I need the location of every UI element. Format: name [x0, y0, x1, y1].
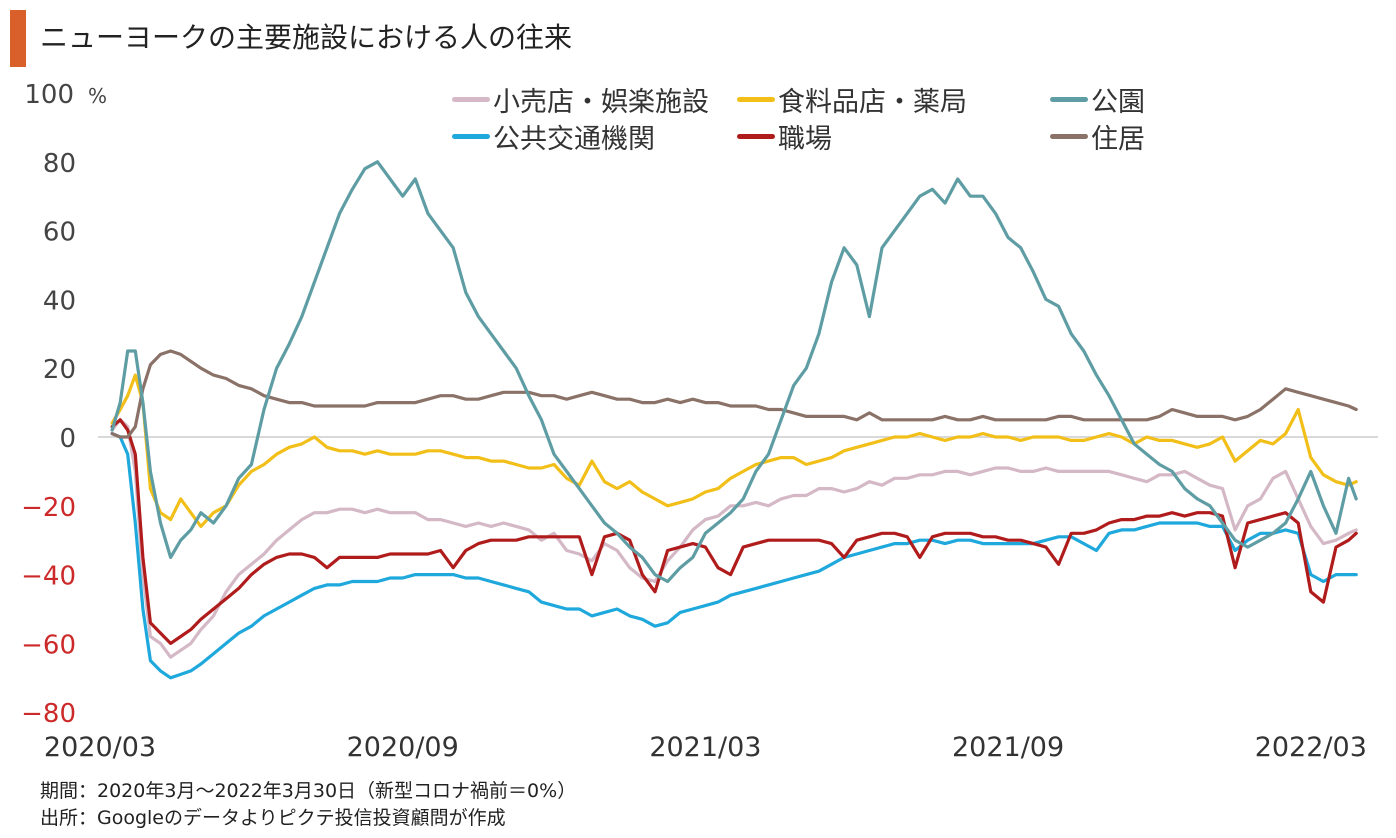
y-axis: 100 80 60 40 20 0 −20 −40 −60 −80 — [21, 80, 76, 729]
legend: 小売店・娯楽施設 食料品店・薬局 公園 公共交通機関 職場 住居 — [452, 80, 1152, 160]
series-grocery-line — [110, 373, 1358, 529]
y-tick-label: 80 — [43, 149, 76, 179]
y-tick-label: 0 — [59, 424, 76, 454]
y-tick-label: −60 — [21, 630, 76, 660]
y-axis-unit: % — [88, 84, 108, 108]
legend-label-residential: 住居 — [1091, 124, 1145, 155]
legend-swatch-transit — [452, 134, 490, 139]
legend-swatch-workplace — [737, 134, 775, 139]
legend-item-parks: 公園 — [1050, 80, 1145, 119]
legend-item-residential: 住居 — [1050, 117, 1145, 156]
y-tick-label: −80 — [21, 699, 76, 729]
legend-item-workplace: 職場 — [737, 117, 832, 156]
series-parks-line — [110, 160, 1358, 584]
x-tick-label: 2020/09 — [347, 732, 459, 763]
x-axis: 2020/03 2020/09 2021/03 2021/09 2022/03 — [44, 732, 1367, 763]
title-accent-bar — [10, 10, 26, 67]
series-residential-line — [110, 349, 1358, 439]
series-transit-line — [110, 432, 1358, 680]
legend-label-parks: 公園 — [1091, 87, 1145, 118]
y-tick-label: 100 — [24, 80, 74, 110]
legend-swatch-grocery — [737, 97, 775, 102]
y-tick-label: −40 — [21, 562, 76, 592]
footnote-period: 期間：2020年3月～2022年3月30日（新型コロナ禍前＝0%） — [40, 780, 577, 802]
x-tick-label: 2020/03 — [44, 732, 156, 763]
y-tick-label: 60 — [43, 218, 76, 248]
y-tick-label: 40 — [43, 286, 76, 316]
legend-item-retail: 小売店・娯楽施設 — [452, 80, 709, 119]
x-tick-label: 2022/03 — [1255, 732, 1367, 763]
series-lines — [110, 160, 1358, 680]
x-tick-label: 2021/09 — [952, 732, 1064, 763]
legend-label-transit: 公共交通機関 — [493, 124, 655, 155]
footnote-source: 出所：Googleのデータよりピクテ投信投資顧問が作成 — [40, 807, 506, 829]
series-workplace-line — [110, 418, 1358, 646]
legend-label-retail: 小売店・娯楽施設 — [493, 87, 709, 118]
y-tick-label: 20 — [43, 355, 76, 385]
legend-label-workplace: 職場 — [778, 124, 832, 155]
legend-swatch-retail — [452, 97, 490, 102]
y-tick-label: −20 — [21, 493, 76, 523]
chart-title: ニューヨークの主要施設における人の往来 — [40, 21, 573, 54]
series-retail-line — [110, 418, 1358, 659]
legend-swatch-parks — [1050, 97, 1088, 102]
legend-swatch-residential — [1050, 134, 1088, 139]
x-tick-label: 2021/03 — [649, 732, 761, 763]
legend-label-grocery: 食料品店・薬局 — [778, 87, 967, 118]
legend-item-transit: 公共交通機関 — [452, 117, 655, 156]
legend-item-grocery: 食料品店・薬局 — [737, 80, 967, 119]
